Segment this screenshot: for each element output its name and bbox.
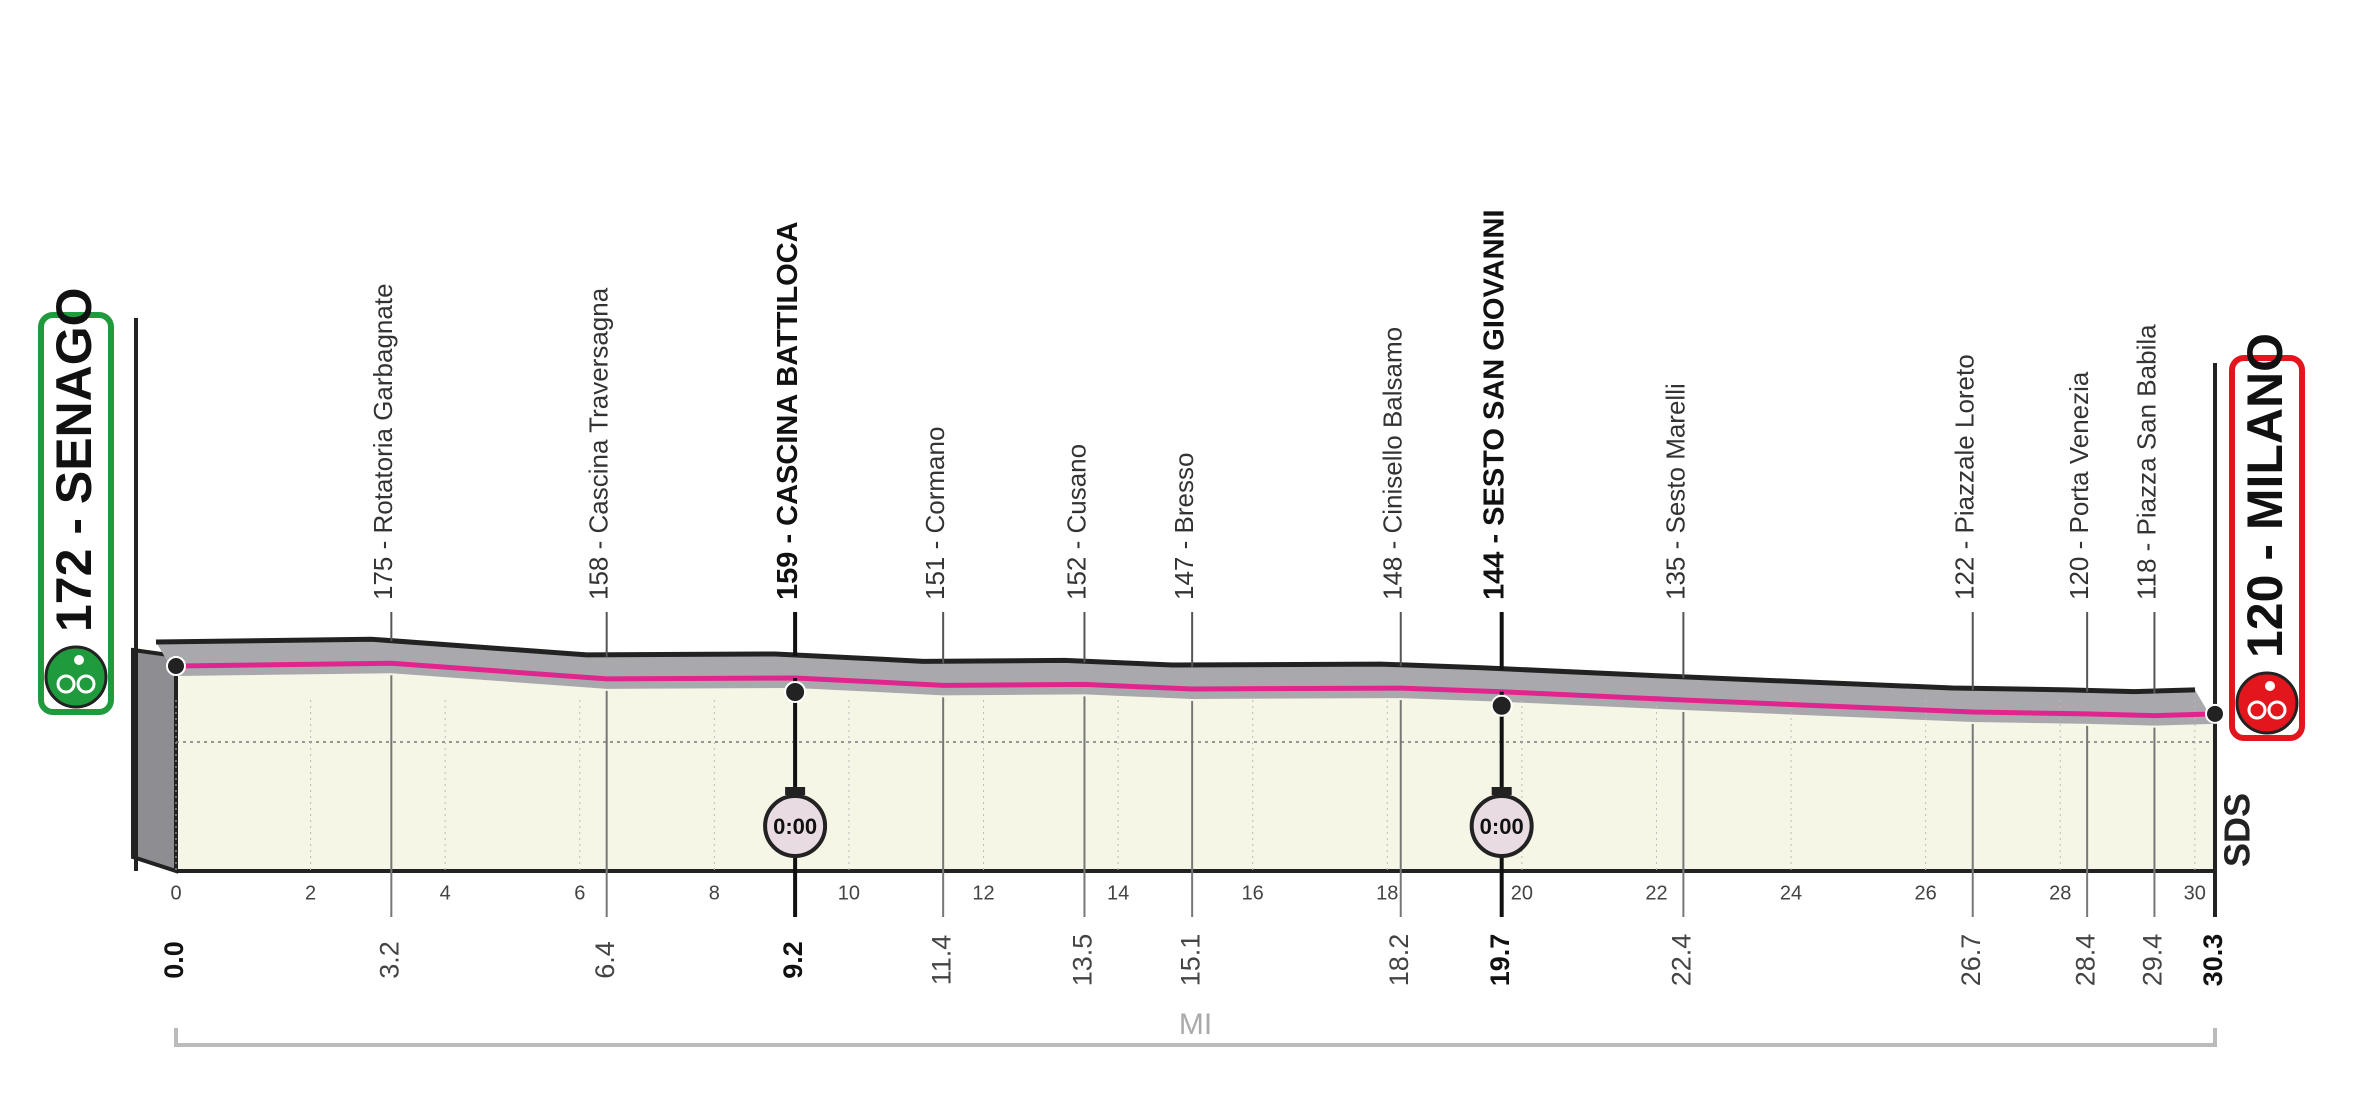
stopwatch-crown — [1491, 787, 1512, 795]
location-box — [2229, 355, 2305, 741]
stopwatch-crown — [785, 787, 806, 795]
waypoint-km-label: 15.1 — [1175, 934, 1205, 987]
waypoint-km-label: 18.2 — [1384, 934, 1414, 987]
ground-area — [176, 673, 2215, 871]
location-box — [38, 312, 114, 715]
x-tick-label: 14 — [1107, 882, 1129, 904]
x-tick-label: 22 — [1645, 882, 1667, 904]
x-tick-label: 6 — [574, 882, 585, 904]
waypoint-km-label: 22.4 — [1667, 934, 1697, 987]
waypoint-label: 135 - Sesto Marelli — [1660, 383, 1690, 600]
stopwatch-label: 0:00 — [1480, 814, 1524, 839]
icon-wheel — [56, 674, 76, 694]
stopwatch — [1469, 794, 1534, 858]
waypoint-km-label: 29.4 — [2138, 934, 2168, 987]
waypoint-label: 122 - Piazzale Loreto — [1950, 354, 1980, 600]
x-tick-label: 20 — [1511, 882, 1533, 904]
waypoint-km-label: 26.7 — [1956, 934, 1986, 987]
icon-rider — [74, 655, 84, 665]
distance-bracket — [174, 1028, 2217, 1047]
waypoint-label: 148 - Cinisello Balsamo — [1378, 327, 1408, 600]
waypoint-label: 144 - SESTO SAN GIOVANNI — [1478, 209, 1510, 600]
waypoint-label: 151 - Cormano — [920, 427, 950, 600]
x-tick-label: 2 — [305, 882, 316, 904]
waypoint-km-label: 3.2 — [374, 941, 404, 979]
waypoint-km-label: 13.5 — [1068, 934, 1098, 987]
x-tick-label: 28 — [2049, 882, 2071, 904]
x-tick-label: 16 — [1242, 882, 1264, 904]
x-tick-label: 18 — [1376, 882, 1398, 904]
x-tick-label: 10 — [838, 882, 860, 904]
time-point-dot — [784, 680, 807, 703]
location-label: 172 - SENAGO — [46, 287, 102, 632]
icon-wheel — [2267, 700, 2287, 720]
icon-rider — [2265, 681, 2275, 691]
x-tick-label: 30 — [2184, 882, 2206, 904]
road-edge — [155, 636, 2196, 695]
road-band — [156, 639, 2215, 726]
waypoint-km-label: 9.2 — [778, 941, 808, 979]
waypoint-km-label: 19.7 — [1485, 934, 1515, 987]
waypoint-km-label: 11.4 — [926, 935, 956, 986]
waypoint-label: 159 - CASCINA BATTILOCA — [772, 221, 804, 600]
waypoint-km-label: 0.0 — [159, 941, 189, 979]
waypoint-label: 147 - Bresso — [1169, 453, 1199, 600]
x-tick-label: 12 — [972, 882, 994, 904]
waypoint-label: 158 - Cascina Traversagna — [584, 287, 614, 600]
waypoint-km-label: 30.3 — [2198, 934, 2228, 987]
route-line — [175, 660, 2216, 719]
waypoint-km-label: 28.4 — [2070, 934, 2100, 987]
icon-wheel — [76, 674, 96, 694]
time-point-dot — [1490, 694, 1513, 717]
waypoint-km-label: 6.4 — [590, 941, 620, 979]
stopwatch — [763, 794, 828, 858]
waypoint-dot — [2205, 703, 2225, 724]
x-tick-label: 4 — [440, 882, 451, 904]
waypoint-label: 175 - Rotatoria Garbagnate — [368, 283, 398, 600]
waypoint-label: 152 - Cusano — [1061, 444, 1091, 600]
icon-wheel — [2247, 700, 2267, 720]
waypoint-label: 120 - Porta Venezia — [2064, 371, 2094, 600]
waypoint-dot — [166, 656, 186, 676]
location-label: 120 - MILANO — [2237, 333, 2293, 658]
x-tick-label: 8 — [709, 882, 720, 904]
stopwatch-label: 0:00 — [773, 814, 817, 839]
x-tick-label: 24 — [1780, 882, 1802, 904]
x-tick-label: 0 — [170, 882, 181, 904]
profile-side — [131, 647, 178, 874]
x-tick-label: 26 — [1915, 882, 1937, 904]
distance-unit: MI — [1179, 1008, 1212, 1041]
logo: SDS — [2217, 793, 2258, 867]
waypoint-label: 118 - Piazza San Babila — [2131, 324, 2161, 600]
